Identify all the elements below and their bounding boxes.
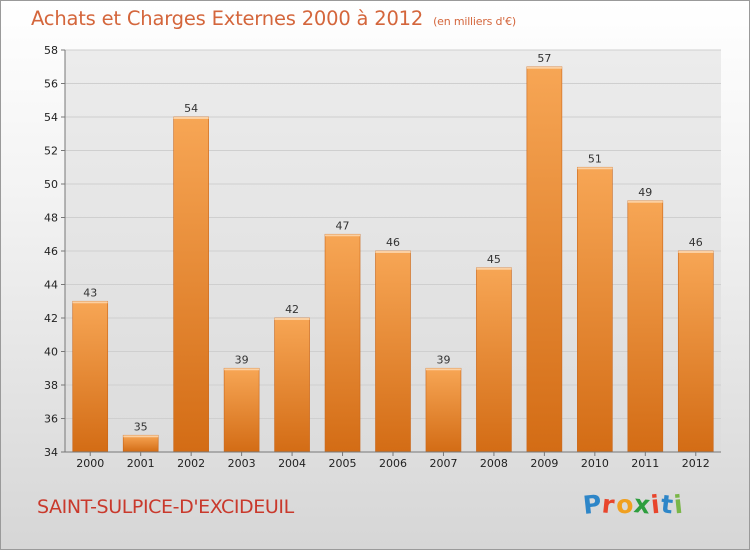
y-axis: 34 36 38 40 42 44 46 48 50 52 54 56 58 xyxy=(44,44,66,459)
bar xyxy=(173,116,209,453)
y-tick-label: 54 xyxy=(44,111,58,124)
bar xyxy=(476,267,512,453)
data-label: 54 xyxy=(184,102,198,115)
data-label: 46 xyxy=(689,236,703,249)
data-label: 57 xyxy=(537,52,551,65)
y-tick-label: 48 xyxy=(44,212,58,225)
bar xyxy=(577,166,613,453)
y-tick-label: 38 xyxy=(44,379,58,392)
bar xyxy=(122,434,159,453)
y-tick-label: 52 xyxy=(44,145,58,158)
title-text: Achats et Charges Externes 2000 à 2012 xyxy=(31,7,424,30)
bar-top-highlight xyxy=(325,234,361,237)
x-tick-label: 2000 xyxy=(76,457,104,470)
data-label: 45 xyxy=(487,253,501,266)
data-label: 43 xyxy=(83,286,97,299)
bar-top-highlight xyxy=(173,117,209,119)
data-label: 47 xyxy=(336,219,350,232)
x-axis: 2000 2001 2002 2003 2004 2005 2006 2007 2008 2009… xyxy=(65,451,721,470)
bar xyxy=(526,66,563,453)
bar-top-highlight xyxy=(476,267,512,270)
x-tick-label: 2011 xyxy=(631,457,659,470)
commune-name: SAINT-SULPICE-D'EXCIDEUIL xyxy=(37,496,294,518)
title-unit: (en milliers d'€) xyxy=(433,15,516,28)
data-label: 39 xyxy=(235,353,249,366)
bar-top-highlight xyxy=(274,318,310,320)
x-tick-label: 2005 xyxy=(329,457,357,470)
x-tick-label: 2002 xyxy=(177,457,205,470)
y-tick-label: 58 xyxy=(44,44,58,57)
x-tick-label: 2010 xyxy=(581,457,609,470)
y-tick-label: 56 xyxy=(44,78,58,91)
bar-top-highlight xyxy=(72,301,108,304)
bar xyxy=(375,250,411,453)
bar-top-highlight xyxy=(224,368,260,371)
bar xyxy=(677,250,714,453)
bar-top-highlight xyxy=(123,435,159,438)
data-label: 35 xyxy=(134,420,148,433)
bar-top-highlight xyxy=(627,200,663,203)
bar xyxy=(324,233,361,453)
x-tick-label: 2001 xyxy=(127,457,155,470)
y-tick-label: 44 xyxy=(44,279,58,292)
bar-top-highlight xyxy=(425,368,461,371)
bar-top-highlight xyxy=(375,251,411,253)
bar xyxy=(425,367,462,453)
chart-title: Achats et Charges Externes 2000 à 2012 (e… xyxy=(31,7,516,30)
data-label: 46 xyxy=(386,236,400,249)
bars: 43 35 54 39 42 47 46 39 45 57 51 49 46 xyxy=(72,52,714,453)
data-label: 49 xyxy=(638,186,652,199)
y-tick-label: 36 xyxy=(44,413,58,426)
proxiti-logo: Proxiti xyxy=(582,489,685,520)
y-tick-label: 42 xyxy=(44,312,58,325)
data-label: 42 xyxy=(285,303,299,316)
x-tick-label: 2003 xyxy=(228,457,256,470)
x-tick-label: 2004 xyxy=(278,457,306,470)
bar xyxy=(72,300,109,453)
x-tick-label: 2009 xyxy=(530,457,558,470)
y-tick-label: 50 xyxy=(44,178,58,191)
bar xyxy=(223,367,260,453)
y-tick-label: 34 xyxy=(44,446,58,459)
data-label: 51 xyxy=(588,152,602,165)
x-tick-label: 2006 xyxy=(379,457,407,470)
bar xyxy=(274,317,310,453)
logo-letter: i xyxy=(672,489,685,520)
y-tick-label: 40 xyxy=(44,346,58,359)
y-tick-label: 46 xyxy=(44,245,58,258)
bar-top-highlight xyxy=(526,66,562,69)
bar-top-highlight xyxy=(577,167,613,170)
x-tick-label: 2008 xyxy=(480,457,508,470)
bar xyxy=(627,200,664,453)
bar-top-highlight xyxy=(678,251,714,253)
x-tick-label: 2012 xyxy=(682,457,710,470)
x-tick-label: 2007 xyxy=(429,457,457,470)
data-label: 39 xyxy=(436,353,450,366)
